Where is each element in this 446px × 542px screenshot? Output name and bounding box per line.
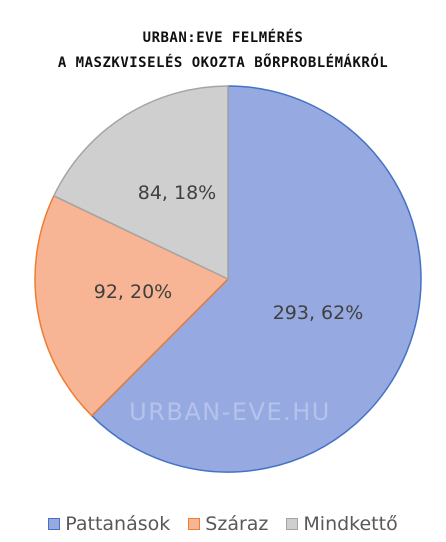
pie-slice-1 — [34, 194, 230, 417]
watermark-text: URBAN-EVE.HU — [129, 398, 331, 426]
legend-swatch-szaraz — [188, 518, 201, 530]
data-label-2: 84, 18% — [138, 182, 217, 204]
legend-label-mindketto: Mindkettő — [303, 513, 398, 535]
chart-title-line-2: A MASZKVISELÉS OKOZTA BŐRPROBLÉMÁKRÓL — [57, 55, 389, 71]
legend-item-mindketto: Mindkettő — [286, 513, 398, 535]
pie-slice-2 — [52, 85, 229, 281]
legend: Pattanások Száraz Mindkettő — [0, 513, 446, 535]
legend-item-szaraz: Száraz — [188, 513, 268, 535]
legend-item-pattanasok: Pattanások — [48, 513, 170, 535]
legend-label-pattanasok: Pattanások — [65, 513, 171, 535]
data-label-1: 92, 20% — [94, 281, 173, 303]
legend-swatch-mindketto — [286, 518, 299, 530]
data-label-0: 293, 62% — [273, 302, 364, 324]
pie-slice-0 — [90, 85, 422, 473]
pie-chart: URBAN-EVE.HU 293, 62% 92, 20% 84, 18% — [34, 85, 422, 473]
legend-label-szaraz: Száraz — [205, 513, 269, 535]
chart-title-line-1: URBAN:EVE FELMÉRÉS — [142, 30, 304, 46]
legend-swatch-pattanasok — [48, 518, 61, 530]
